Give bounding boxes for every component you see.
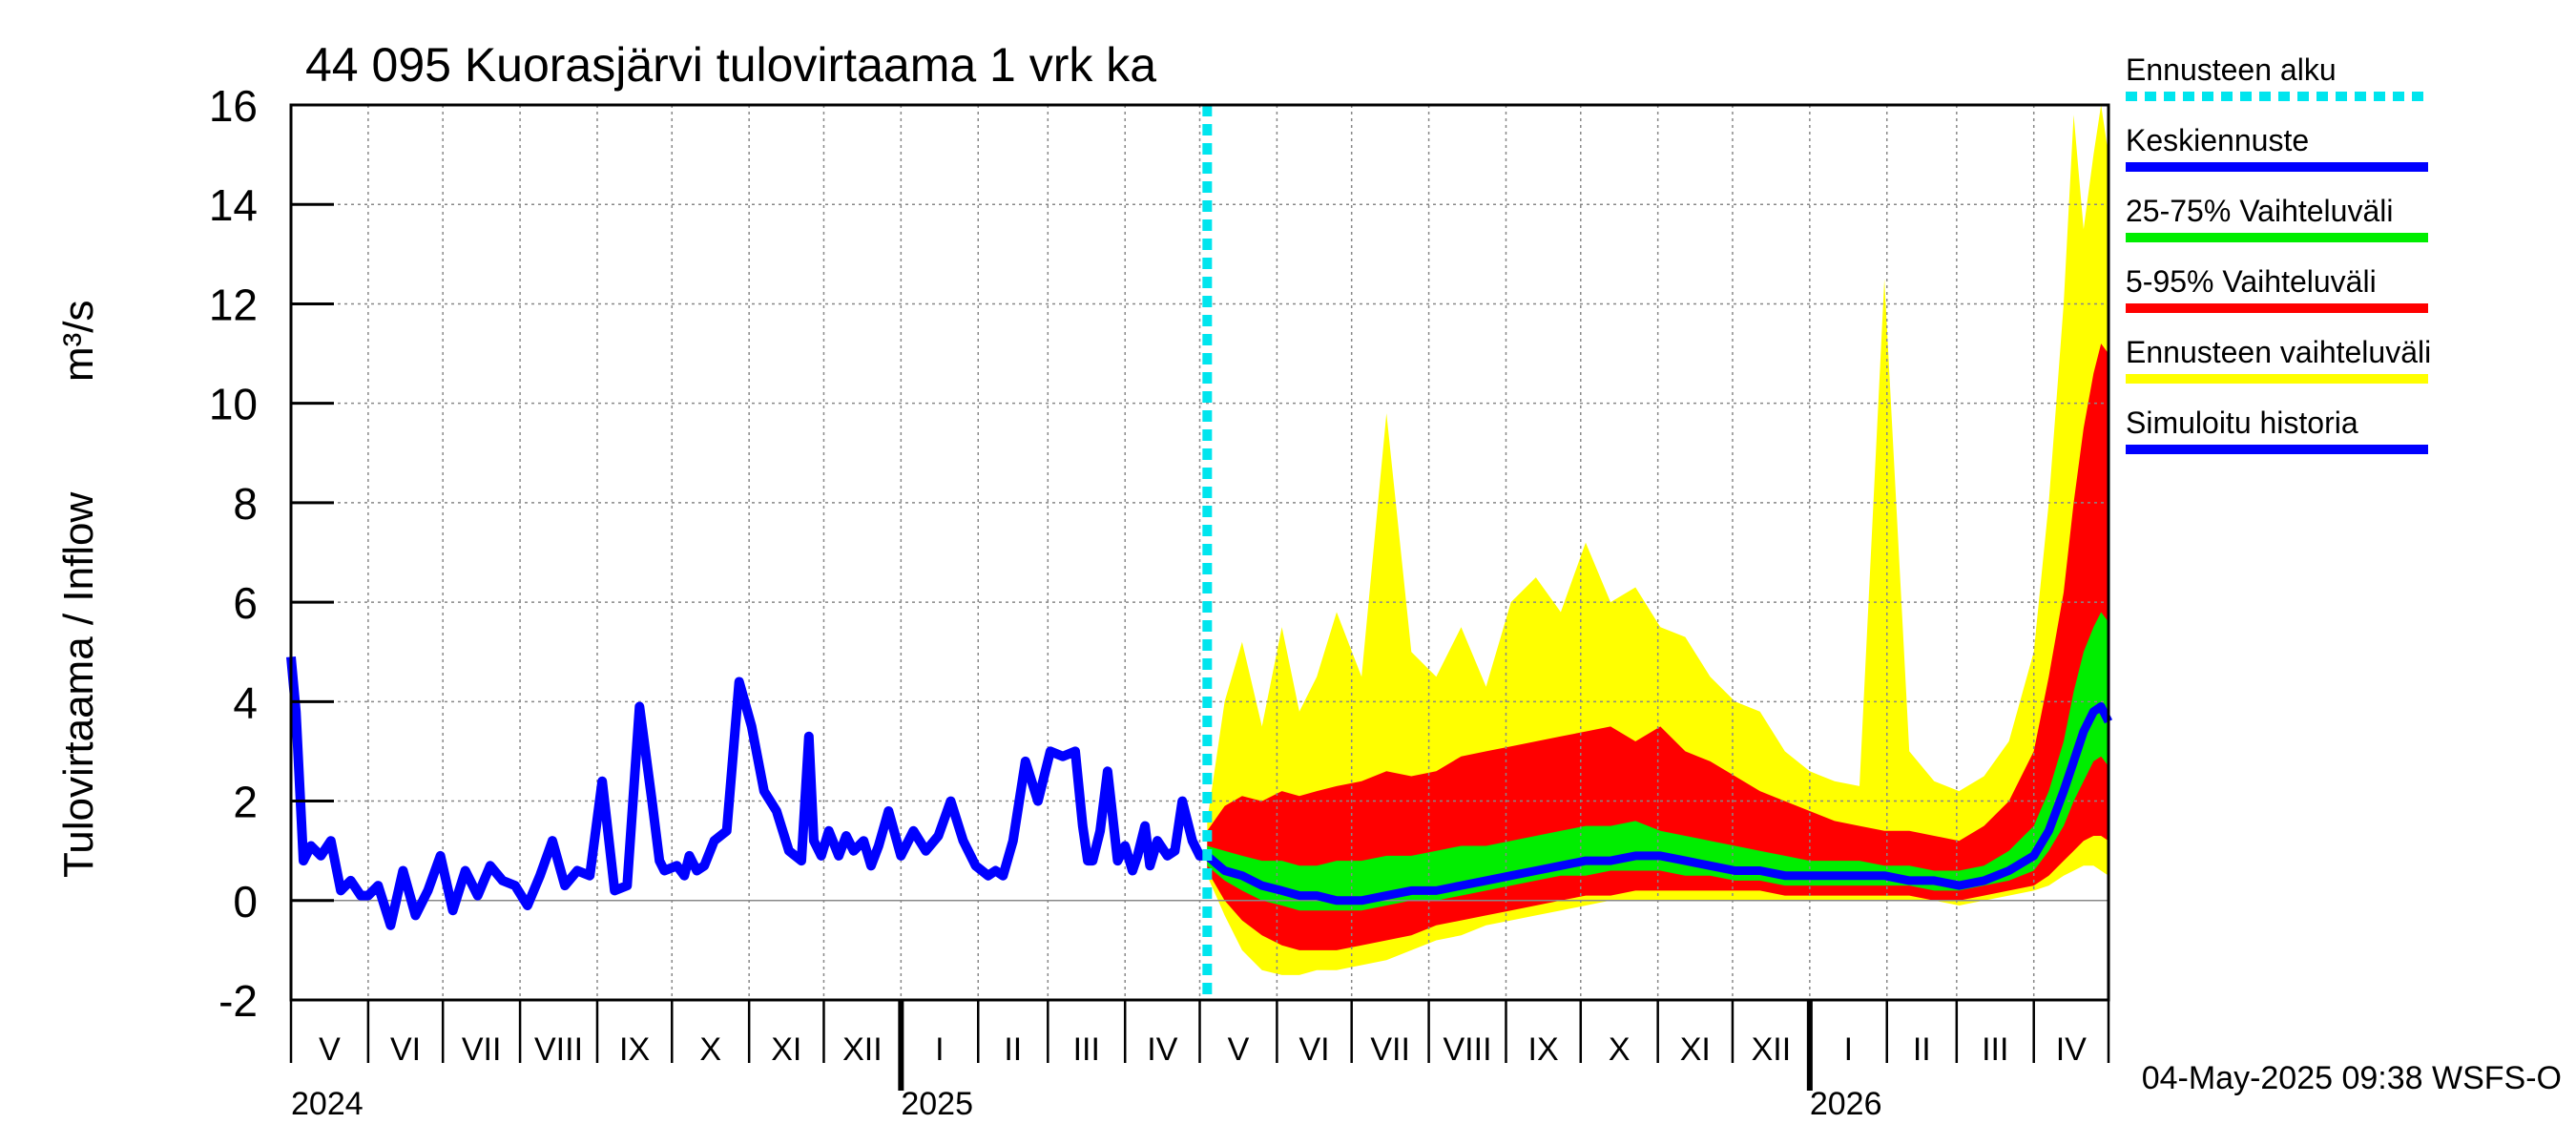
y-axis-unit: m³/s (55, 300, 102, 382)
y-tick-label: 10 (209, 380, 258, 429)
month-label: IV (1147, 1031, 1177, 1068)
band-5-95 (1207, 344, 2109, 950)
band-forecast-range (1207, 105, 2109, 975)
month-label: I (1844, 1031, 1853, 1068)
series-lines (286, 105, 2113, 1000)
month-label: IX (619, 1031, 650, 1068)
month-label: III (1982, 1031, 2008, 1068)
forecast-bands (1207, 105, 2109, 975)
y-tick-label: 12 (209, 280, 258, 329)
legend-label: Simuloitu historia (2126, 406, 2358, 440)
month-label: VII (462, 1031, 502, 1068)
month-label: X (1609, 1031, 1631, 1068)
y-tick-label: 16 (209, 81, 258, 131)
month-label: VIII (534, 1031, 583, 1068)
month-label: II (1913, 1031, 1931, 1068)
legend-label: 5-95% Vaihteluväli (2126, 264, 2377, 299)
month-label: IX (1528, 1031, 1559, 1068)
legend: Ennusteen alku Keskiennuste 25-75% Vaihtel… (2126, 52, 2431, 454)
month-label: VIII (1444, 1031, 1492, 1068)
year-label: 2025 (901, 1086, 973, 1122)
month-label: VII (1370, 1031, 1410, 1068)
y-tick-label: 8 (233, 479, 258, 529)
chart-title: 44 095 Kuorasjärvi tulovirtaama 1 vrk ka (305, 38, 1156, 92)
month-label: VI (390, 1031, 421, 1068)
y-tick-label: 2 (233, 778, 258, 827)
month-label: X (699, 1031, 721, 1068)
history-line (286, 656, 1208, 930)
legend-label: 25-75% Vaihteluväli (2126, 194, 2393, 228)
month-label: V (319, 1031, 341, 1068)
legend-label: Ennusteen vaihteluväli (2126, 335, 2431, 369)
legend-label: Keskiennuste (2126, 123, 2309, 157)
y-tick-label: 4 (233, 677, 258, 727)
y-tick-label: -2 (218, 976, 258, 1026)
month-label: XI (1680, 1031, 1711, 1068)
grid (290, 104, 2109, 1001)
month-label: III (1073, 1031, 1100, 1068)
month-label: II (1004, 1031, 1022, 1068)
legend-label: Ennusteen alku (2126, 52, 2337, 87)
y-tick-label: 14 (209, 180, 258, 230)
y-tick-label: 0 (233, 877, 258, 926)
median-forecast-line (1204, 702, 2113, 906)
y-axis-label: Tulovirtaama / Inflow (55, 491, 102, 878)
band-25-75 (1207, 612, 2109, 911)
month-label: XII (842, 1031, 883, 1068)
month-label: XI (771, 1031, 801, 1068)
y-tick-label: 6 (233, 578, 258, 628)
footer-timestamp: 04-May-2025 09:38 WSFS-O (2142, 1060, 2562, 1096)
month-label: IV (2056, 1031, 2087, 1068)
month-label: VI (1298, 1031, 1329, 1068)
month-label: V (1228, 1031, 1250, 1068)
month-label: XII (1752, 1031, 1792, 1068)
year-label: 2024 (291, 1086, 364, 1122)
month-label: I (935, 1031, 944, 1068)
year-label: 2026 (1810, 1086, 1882, 1122)
